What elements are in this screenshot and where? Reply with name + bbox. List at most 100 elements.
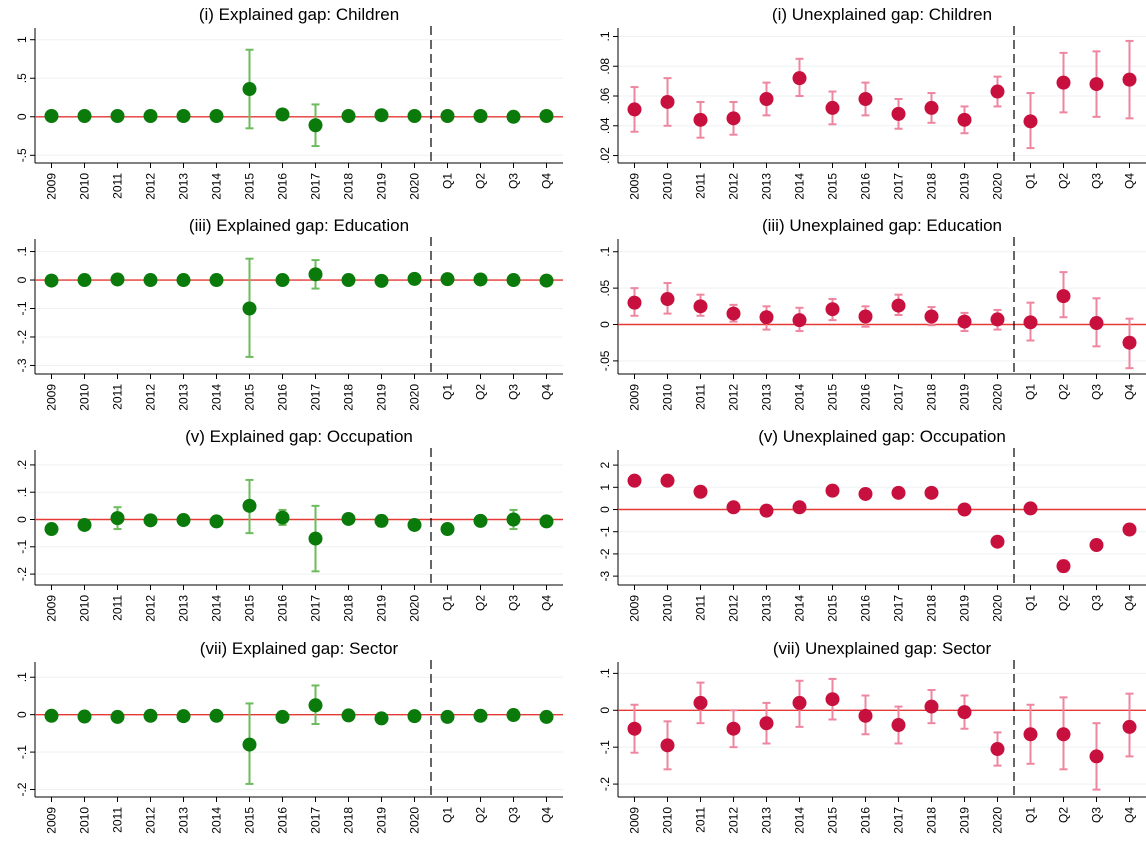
data-point — [660, 292, 675, 307]
data-point — [539, 514, 554, 529]
x-tick-label: Q1 — [1024, 384, 1038, 400]
x-tick-label: 2020 — [408, 173, 422, 200]
x-tick-label: 2009 — [628, 807, 642, 834]
data-point — [858, 309, 873, 324]
x-tick-label: 2015 — [826, 595, 840, 622]
y-tick-label: .06 — [598, 87, 612, 104]
x-tick-label: 2011 — [694, 173, 708, 199]
x-tick-label: 2016 — [859, 173, 873, 200]
x-tick-label: Q1 — [441, 173, 455, 189]
x-tick-label: Q2 — [474, 807, 488, 823]
x-tick-label: 2016 — [276, 595, 290, 622]
data-point — [44, 273, 59, 288]
data-point — [407, 517, 422, 532]
data-point — [759, 716, 774, 731]
data-point — [110, 272, 125, 287]
x-tick-label: 2011 — [111, 384, 125, 410]
data-point — [825, 692, 840, 707]
x-tick-label: 2014 — [210, 173, 224, 200]
x-tick-label: 2018 — [342, 384, 356, 411]
x-tick-label: 2012 — [727, 173, 741, 200]
y-tick-label: -.5 — [15, 148, 29, 162]
chart-title: (v) Explained gap: Occupation — [185, 427, 413, 446]
data-point — [891, 106, 906, 121]
x-tick-label: Q2 — [474, 384, 488, 400]
data-point — [693, 299, 708, 314]
x-tick-label: Q4 — [1123, 807, 1137, 823]
x-tick-label: 2020 — [408, 384, 422, 411]
data-point — [759, 91, 774, 106]
data-point — [957, 705, 972, 720]
data-point — [1089, 749, 1104, 764]
data-point — [341, 108, 356, 123]
x-tick-label: 2014 — [793, 384, 807, 411]
x-tick-label: 2018 — [925, 384, 939, 411]
x-tick-label: Q1 — [1024, 595, 1038, 611]
data-point — [275, 709, 290, 724]
y-tick-label: 0 — [15, 113, 29, 120]
x-tick-label: 2009 — [45, 384, 59, 411]
x-tick-label: Q3 — [1090, 807, 1104, 823]
x-tick-label: Q4 — [540, 384, 554, 400]
x-tick-label: Q4 — [1123, 384, 1137, 400]
x-tick-label: 2015 — [243, 384, 257, 411]
x-tick-label: 2012 — [727, 595, 741, 622]
data-point — [242, 82, 257, 97]
x-tick-label: Q4 — [1123, 173, 1137, 189]
x-tick-label: 2016 — [859, 807, 873, 834]
y-tick-label: 0 — [15, 711, 29, 718]
data-point — [693, 112, 708, 127]
data-point — [1122, 719, 1137, 734]
y-tick-label: -.3 — [15, 358, 29, 372]
data-point — [726, 721, 741, 736]
x-tick-label: 2012 — [144, 384, 158, 411]
x-tick-label: Q3 — [1090, 595, 1104, 611]
x-tick-label: 2012 — [144, 173, 158, 200]
chart-title: (vii) Explained gap: Sector — [200, 639, 399, 658]
x-tick-label: 2013 — [760, 173, 774, 200]
x-tick-label: 2020 — [408, 807, 422, 834]
data-point — [825, 302, 840, 317]
data-point — [891, 718, 906, 733]
data-point — [924, 100, 939, 115]
chart-title: (iii) Unexplained gap: Education — [762, 216, 1002, 235]
data-point — [440, 709, 455, 724]
x-tick-label: 2009 — [628, 595, 642, 622]
x-tick-label: 2014 — [210, 807, 224, 834]
data-point — [1023, 315, 1038, 330]
data-point — [143, 708, 158, 723]
x-tick-label: 2014 — [210, 384, 224, 411]
y-tick-label: -.05 — [598, 350, 612, 371]
x-tick-label: 2018 — [342, 595, 356, 622]
x-tick-label: 2016 — [276, 173, 290, 200]
x-tick-label: 2017 — [892, 595, 906, 622]
x-tick-label: 2010 — [78, 173, 92, 200]
x-tick-label: 2015 — [826, 384, 840, 411]
x-tick-label: 2020 — [408, 595, 422, 622]
y-tick-label: -.1 — [15, 745, 29, 759]
x-tick-label: 2013 — [177, 807, 191, 834]
x-tick-label: 2015 — [243, 807, 257, 834]
x-tick-label: 2014 — [210, 595, 224, 622]
data-point — [473, 108, 488, 123]
data-point — [242, 737, 257, 752]
data-point — [77, 709, 92, 724]
data-point — [627, 102, 642, 117]
data-point — [627, 473, 642, 488]
x-tick-label: 2009 — [628, 384, 642, 411]
x-tick-label: 2011 — [694, 384, 708, 410]
x-tick-label: Q3 — [507, 595, 521, 611]
data-point — [242, 498, 257, 513]
x-tick-label: 2016 — [859, 595, 873, 622]
data-point — [891, 485, 906, 500]
data-point — [341, 511, 356, 526]
x-tick-label: 2010 — [78, 384, 92, 411]
y-tick-label: -.1 — [598, 740, 612, 754]
x-tick-label: 2012 — [727, 384, 741, 411]
y-tick-label: -.2 — [598, 777, 612, 791]
data-point — [660, 738, 675, 753]
y-tick-label: -3 — [598, 570, 612, 581]
data-point — [1089, 538, 1104, 553]
data-point — [825, 100, 840, 115]
chart-panel-6: (v) Unexplained gap: Occupation -3 -2 -1 0 1 2… — [598, 427, 1146, 622]
